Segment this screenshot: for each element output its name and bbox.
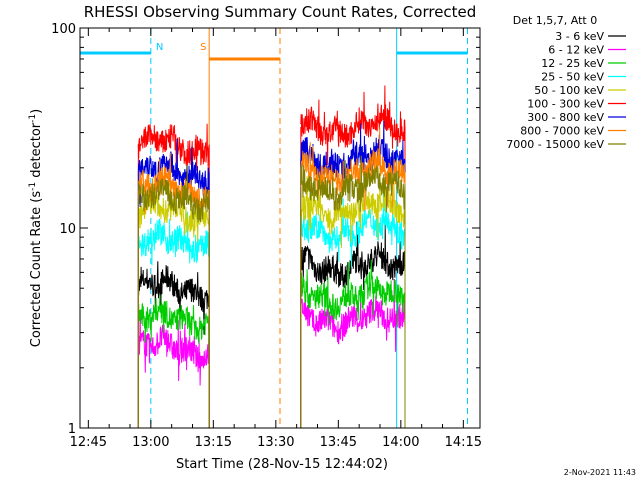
annotation-1: S [200, 28, 281, 428]
series-trace [300, 278, 406, 352]
series-trace [137, 261, 210, 335]
legend-header: Det 1,5,7, Att 0 [513, 14, 597, 27]
legend-label: 25 - 50 keV [541, 71, 604, 84]
legend-label: 800 - 7000 keV [520, 125, 604, 138]
annotation-label: S [200, 42, 206, 53]
series-trace [300, 155, 406, 213]
legend-item: 300 - 800 keV [527, 111, 626, 124]
legend-item: 800 - 7000 keV [520, 125, 626, 138]
series-8 [137, 155, 406, 428]
annotation-label: N [156, 42, 163, 53]
series-trace [137, 138, 210, 208]
series-trace [300, 221, 406, 300]
footer-date: 2-Nov-2021 11:43 [564, 468, 636, 477]
chart-title: RHESSI Observing Summary Count Rates, Co… [84, 3, 477, 21]
y-axis-label-end: ) [29, 109, 44, 114]
legend-label: 7000 - 15000 keV [506, 138, 604, 151]
y-tick-label: 10 [59, 222, 76, 237]
legend-label: 3 - 6 keV [555, 30, 604, 43]
series-trace [137, 211, 210, 266]
y-tick-label: 1 [68, 422, 76, 437]
x-tick-label: 12:45 [70, 435, 107, 450]
series-trace [300, 259, 406, 328]
series-trace [137, 123, 210, 171]
x-tick-label: 13:45 [320, 435, 357, 450]
series-trace [137, 294, 210, 351]
legend-item: 3 - 6 keV [555, 30, 626, 43]
x-axis-label: Start Time (28-Nov-15 12:44:02) [176, 457, 388, 472]
y-axis-label-sup2: -1 [28, 114, 38, 123]
series-3 [137, 184, 406, 428]
y-axis-label: Corrected Count Rate (s-1 detector-1) [28, 109, 44, 347]
legend-label: 100 - 300 keV [527, 98, 604, 111]
axis-ticks: 12:45 13:00 13:15 13:30 13:45 14:00 14:15 1 10 10… [51, 22, 482, 450]
series-trace [300, 85, 406, 166]
annotation-0: N [79, 28, 163, 428]
series-trace [300, 184, 406, 268]
y-axis-label-mid: detector [29, 122, 44, 182]
series-trace [137, 314, 210, 386]
legend-item: 6 - 12 keV [548, 44, 626, 57]
legend-label: 12 - 25 keV [541, 57, 604, 70]
x-tick-label: 14:15 [445, 435, 482, 450]
x-tick-label: 13:15 [195, 435, 232, 450]
legend-item: 100 - 300 keV [527, 98, 626, 111]
y-tick-label: 100 [51, 22, 76, 37]
annotation-2 [396, 28, 468, 428]
legend-label: 50 - 100 keV [534, 84, 604, 97]
legend-label: 300 - 800 keV [527, 111, 604, 124]
y-axis-label-main: Corrected Count Rate (s [29, 191, 44, 348]
x-tick-label: 13:30 [257, 435, 294, 450]
series-trace [300, 120, 406, 188]
legend-item: 50 - 100 keV [534, 84, 626, 97]
x-tick-label: 14:00 [382, 435, 419, 450]
series-trace [137, 164, 210, 223]
legend-item: 25 - 50 keV [541, 71, 626, 84]
x-tick-label: 13:00 [132, 435, 169, 450]
legend-item: 7000 - 15000 keV [506, 138, 626, 151]
y-axis-label-sup1: -1 [28, 182, 38, 191]
legend-item: 12 - 25 keV [541, 57, 626, 70]
legend-label: 6 - 12 keV [548, 44, 604, 57]
